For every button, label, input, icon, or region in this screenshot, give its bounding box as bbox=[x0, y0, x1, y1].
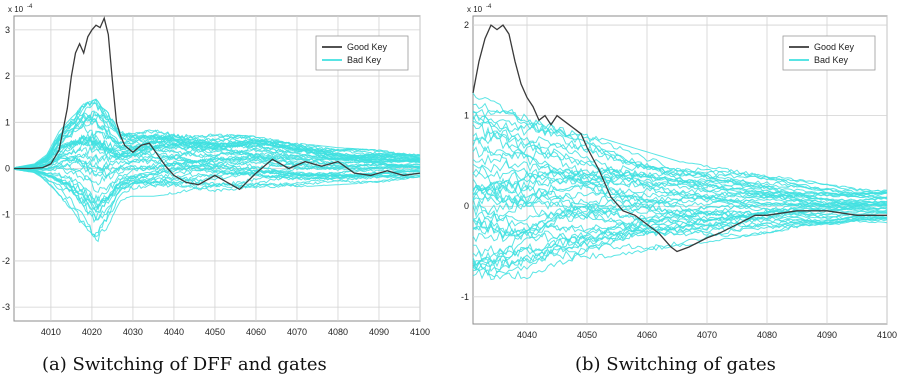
bad-key-trace bbox=[472, 108, 888, 195]
y-tick-label: -1 bbox=[461, 292, 469, 302]
x-tick-label: 4040 bbox=[517, 330, 537, 340]
y-tick-label: 2 bbox=[464, 20, 469, 30]
bad-key-trace bbox=[472, 209, 888, 270]
bad-key-trace bbox=[13, 136, 421, 169]
bad-key-trace bbox=[472, 129, 888, 199]
y-tick-label: 1 bbox=[464, 111, 469, 121]
axis-exponent-power: -4 bbox=[27, 4, 33, 10]
x-tick-label: 4050 bbox=[577, 330, 597, 340]
legend-label: Bad Key bbox=[814, 55, 849, 65]
bad-key-trace bbox=[472, 172, 888, 206]
x-tick-label: 4020 bbox=[82, 327, 102, 337]
bad-key-trace bbox=[472, 168, 888, 208]
bad-key-trace bbox=[472, 149, 888, 200]
x-tick-label: 4080 bbox=[328, 327, 348, 337]
bad-key-trace bbox=[13, 168, 421, 221]
good-key-trace bbox=[472, 24, 887, 253]
y-tick-label: 1 bbox=[5, 117, 10, 127]
y-tick-label: -1 bbox=[2, 210, 10, 220]
y-tick-label: 3 bbox=[5, 25, 10, 35]
y-tick-label: 0 bbox=[5, 164, 10, 174]
x-tick-label: 4040 bbox=[164, 327, 184, 337]
bad-key-trace bbox=[13, 155, 421, 180]
bad-key-trace bbox=[472, 179, 888, 208]
legend-box bbox=[782, 35, 876, 71]
bad-key-trace bbox=[13, 138, 421, 169]
x-tick-label: 4080 bbox=[757, 330, 777, 340]
caption-a: (a) Switching of DFF and gates bbox=[42, 354, 327, 375]
legend-label: Good Key bbox=[814, 42, 855, 52]
bad-key-trace bbox=[13, 168, 421, 238]
y-tick-label: 0 bbox=[464, 201, 469, 211]
caption-b: (b) Switching of gates bbox=[575, 354, 776, 375]
bad-key-trace bbox=[472, 217, 888, 277]
bad-key-trace bbox=[472, 92, 888, 193]
axis-exponent-power: -4 bbox=[486, 4, 492, 10]
bad-key-trace bbox=[472, 142, 888, 196]
x-tick-label: 4060 bbox=[637, 330, 657, 340]
bad-key-trace bbox=[472, 210, 888, 263]
bad-key-trace bbox=[13, 162, 421, 204]
legend: Good Key Bad Key bbox=[782, 35, 876, 71]
bad-key-trace bbox=[472, 183, 888, 218]
bad-key-trace bbox=[472, 210, 888, 272]
y-tick-label: -2 bbox=[2, 256, 10, 266]
x-tick-label: 4100 bbox=[410, 327, 430, 337]
bad-key-trace bbox=[13, 148, 421, 170]
bad-key-trace bbox=[472, 216, 888, 270]
bad-key-trace bbox=[13, 158, 421, 174]
legend: Good Key Bad Key bbox=[315, 35, 409, 71]
legend-label: Bad Key bbox=[347, 55, 382, 65]
bad-key-trace bbox=[472, 177, 888, 215]
axis-exponent-label: x 10 bbox=[467, 5, 483, 14]
x-tick-label: 4010 bbox=[41, 327, 61, 337]
y-tick-label: 2 bbox=[5, 71, 10, 81]
bad-key-trace bbox=[472, 171, 888, 206]
legend-label: Good Key bbox=[347, 42, 388, 52]
x-tick-label: 4070 bbox=[287, 327, 307, 337]
chart-panel-a: 4010 4020 4030 4040 4050 4060 4070 4080 4090 4100… bbox=[2, 4, 430, 337]
x-tick-label: 4090 bbox=[817, 330, 837, 340]
bad-key-trace bbox=[13, 98, 421, 169]
x-tick-label: 4030 bbox=[123, 327, 143, 337]
x-tick-label: 4060 bbox=[246, 327, 266, 337]
bad-key-trace bbox=[472, 215, 888, 243]
x-tick-label: 4050 bbox=[205, 327, 225, 337]
chart-panel-b: 4040 4050 4060 4070 4080 4090 4100 -1 0 1 2 x 10 -4 G… bbox=[461, 4, 897, 340]
legend-box bbox=[315, 35, 409, 71]
x-tick-label: 4100 bbox=[877, 330, 897, 340]
axis-exponent-label: x 10 bbox=[8, 5, 24, 14]
bad-key-trace bbox=[472, 218, 888, 273]
bad-key-trace bbox=[472, 111, 888, 194]
good-key-trace bbox=[14, 16, 421, 191]
bad-key-trace bbox=[13, 117, 420, 169]
x-tick-label: 4070 bbox=[697, 330, 717, 340]
x-tick-label: 4090 bbox=[369, 327, 389, 337]
y-tick-label: -3 bbox=[2, 302, 10, 312]
